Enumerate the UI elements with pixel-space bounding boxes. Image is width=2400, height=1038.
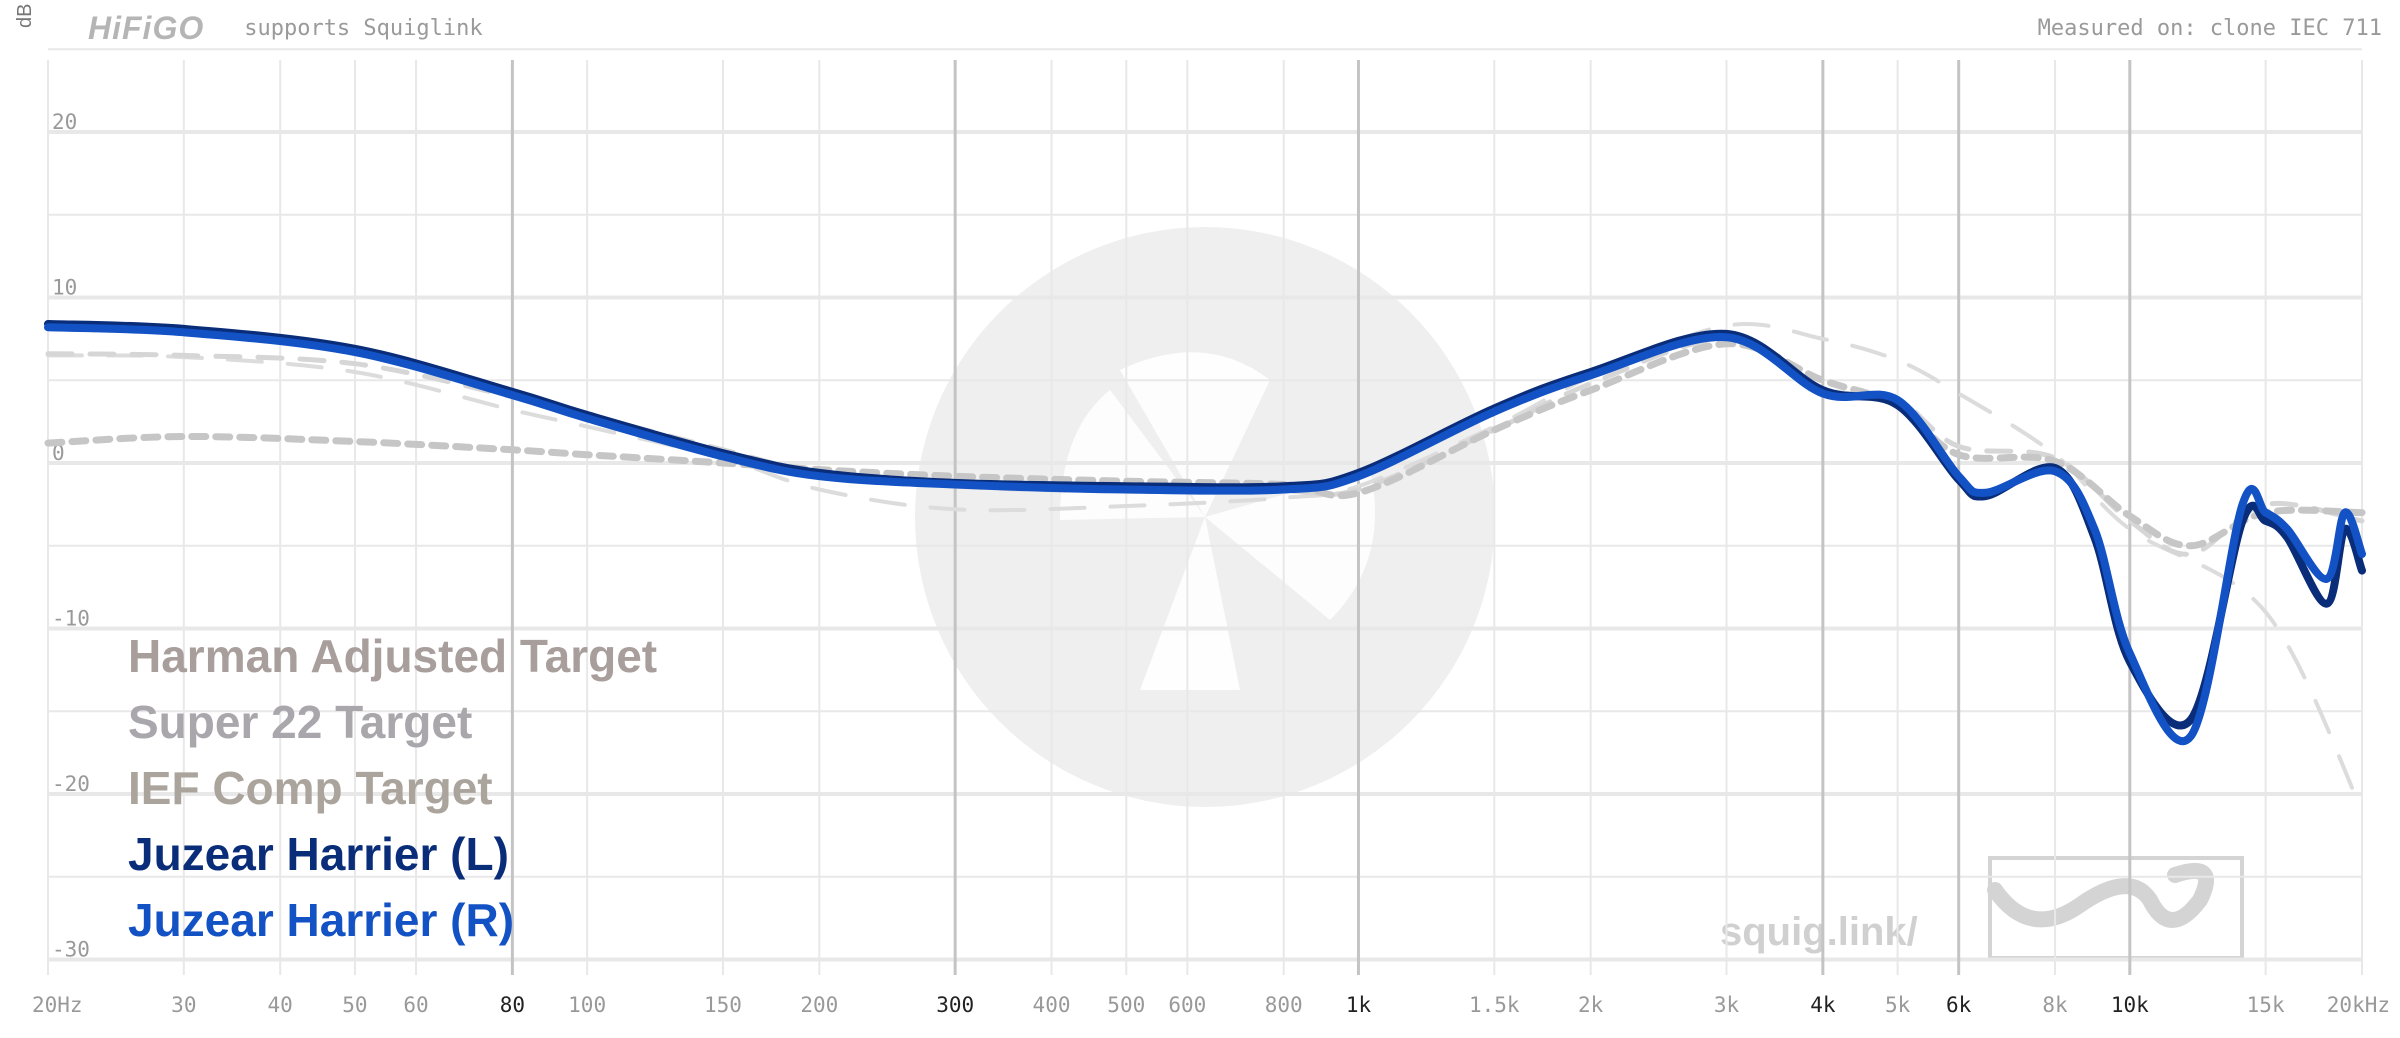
- x-tick-label: 1.5k: [1469, 993, 1520, 1017]
- x-tick-label: 8k: [2042, 993, 2068, 1017]
- x-tick-label: 2k: [1578, 993, 1604, 1017]
- supports-text: supports Squiglink: [244, 16, 483, 41]
- watermark-squiggle-icon: [1987, 863, 2215, 928]
- x-tick-label: 10k: [2111, 993, 2149, 1017]
- x-tick-label: 40: [268, 993, 293, 1017]
- x-tick-label: 200: [800, 993, 838, 1017]
- x-tick-label: 4k: [1810, 993, 1836, 1017]
- x-tick-label: 500: [1107, 993, 1145, 1017]
- x-tick-label: 800: [1265, 993, 1303, 1017]
- x-tick-label: 50: [342, 993, 367, 1017]
- y-tick-label: 20: [52, 110, 77, 134]
- y-tick-label: -10: [52, 607, 90, 631]
- header-left: HiFiGO supports Squiglink: [88, 10, 483, 47]
- series-line-juzear-harrier-r: [44, 323, 2366, 746]
- y-tick-label: 0: [52, 441, 65, 465]
- series-line-ief-comp-target: [44, 340, 2366, 550]
- x-tick-label: 300: [936, 993, 974, 1017]
- x-tick-label: 400: [1033, 993, 1071, 1017]
- x-tick-label: 150: [704, 993, 742, 1017]
- x-tick-label: 5k: [1885, 993, 1911, 1017]
- legend-entry: Super 22 Target: [128, 696, 472, 748]
- x-tick-label: 3k: [1714, 993, 1740, 1017]
- x-tick-label: 6k: [1946, 993, 1972, 1017]
- brand-logo: HiFiGO: [88, 10, 205, 46]
- measured-on-text: Measured on: clone IEC 711: [2037, 16, 2382, 41]
- y-tick-label: 10: [52, 276, 77, 300]
- x-tick-label: 100: [568, 993, 606, 1017]
- x-tick-label: 20kHz: [2327, 993, 2390, 1017]
- legend-entry: Harman Adjusted Target: [128, 630, 657, 682]
- watermark-text: squig.link/: [1720, 910, 1918, 954]
- y-tick-label: -20: [52, 772, 90, 796]
- x-tick-label: 30: [171, 993, 196, 1017]
- series-line-harman-adjusted-target: [46, 321, 2364, 813]
- x-tick-label: 15k: [2247, 993, 2285, 1017]
- x-tick-label: 80: [500, 993, 525, 1017]
- legend-entry: Juzear Harrier (R): [128, 894, 514, 946]
- legend-entry: IEF Comp Target: [128, 762, 493, 814]
- legend-entry: Juzear Harrier (L): [128, 828, 509, 880]
- x-tick-label: 600: [1168, 993, 1206, 1017]
- x-tick-label: 60: [403, 993, 428, 1017]
- x-tick-label: 20Hz: [32, 993, 83, 1017]
- watermark-logo: squig.link/: [915, 227, 2244, 960]
- x-tick-label: 1k: [1346, 993, 1372, 1017]
- y-tick-label: -30: [52, 938, 90, 962]
